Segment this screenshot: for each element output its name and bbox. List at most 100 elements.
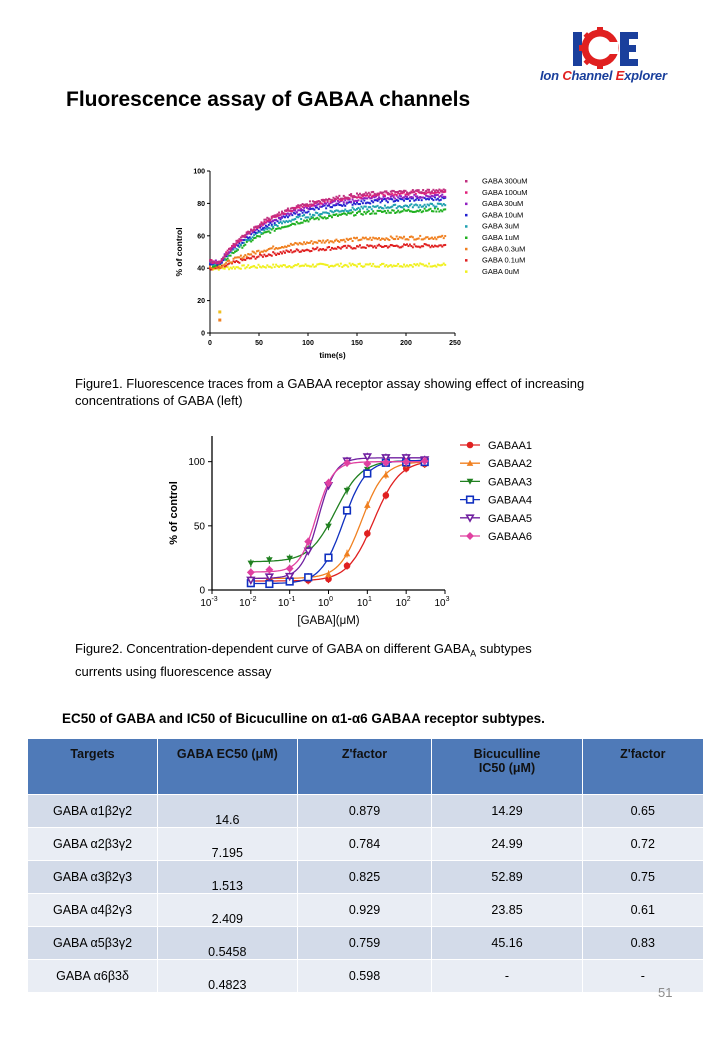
trace-point	[348, 197, 351, 200]
trace-point	[388, 264, 391, 267]
trace-point	[405, 204, 408, 207]
trace-point	[263, 231, 266, 234]
trace-point	[228, 262, 231, 265]
trace-point	[354, 203, 357, 206]
trace-point	[213, 260, 216, 263]
trace-point	[226, 266, 229, 269]
trace-point	[397, 196, 400, 199]
trace-point	[298, 204, 301, 207]
trace-point	[366, 194, 369, 197]
trace-point	[300, 250, 303, 253]
trace-point	[335, 195, 338, 198]
trace-point	[272, 219, 275, 222]
trace-point	[441, 189, 444, 192]
trace-point	[441, 210, 444, 213]
x-tick-base: 10	[239, 598, 251, 609]
table-header-row: Targets GABA EC50 (μM) Z'factor Bicucull…	[28, 739, 705, 795]
trace-point	[320, 216, 323, 219]
trace-point	[239, 236, 242, 239]
legend-marker	[465, 495, 475, 504]
legend-marker	[465, 180, 468, 183]
trace-point	[283, 251, 286, 254]
trace-point	[441, 245, 444, 248]
trace-point	[347, 265, 350, 268]
trace-point	[333, 204, 336, 207]
trace-point	[356, 196, 358, 199]
trace-point	[360, 246, 363, 249]
trace-point	[213, 261, 216, 264]
trace-point	[275, 215, 278, 218]
trace-point	[441, 196, 444, 199]
trace-point	[439, 264, 442, 267]
trace-point	[322, 211, 325, 214]
trace-point	[357, 263, 360, 266]
trace-point	[432, 195, 435, 198]
trace-point	[351, 195, 354, 198]
trace-point	[438, 235, 441, 238]
trace-point	[288, 224, 291, 227]
trace-point	[323, 211, 326, 214]
trace-point	[292, 250, 295, 253]
trace-point	[350, 200, 353, 203]
trace-point	[363, 265, 366, 268]
trace-point	[410, 197, 413, 200]
header-bicuculline: Bicuculline	[473, 747, 541, 761]
trace-point	[260, 222, 263, 225]
trace-point	[438, 191, 441, 194]
trace-point	[344, 204, 347, 207]
trace-point	[317, 239, 320, 242]
trace-point	[313, 204, 316, 207]
trace-point	[281, 210, 284, 213]
trace-point	[366, 263, 369, 266]
trace-point	[391, 265, 394, 268]
trace-point	[438, 210, 441, 213]
trace-point	[285, 214, 288, 217]
trace-point	[395, 191, 398, 194]
trace-point	[316, 201, 319, 204]
trace-point	[436, 245, 439, 248]
trace-point	[316, 212, 319, 215]
figure2-caption: Figure2. Concentration-dependent curve o…	[75, 640, 615, 680]
trace-point	[436, 207, 439, 210]
trace-point	[413, 243, 416, 246]
trace-point	[269, 247, 272, 250]
cell-zfactor-1: 0.879	[297, 794, 433, 828]
trace-point	[282, 264, 285, 267]
trace-point	[229, 247, 232, 250]
trace-point	[301, 211, 304, 214]
trace-point	[297, 249, 300, 252]
trace-point	[344, 208, 347, 211]
trace-point	[288, 265, 291, 268]
trace-point	[348, 245, 351, 248]
trace-point	[444, 243, 447, 246]
trace-point	[385, 244, 388, 247]
trace-point	[229, 254, 232, 257]
trace-point	[370, 195, 373, 198]
trace-point	[306, 203, 309, 206]
trace-point	[232, 244, 235, 247]
trace-point	[314, 206, 317, 209]
legend-marker	[466, 441, 474, 449]
trace-point	[435, 265, 438, 268]
trace-point	[383, 204, 386, 207]
trace-point	[254, 252, 257, 255]
trace-point	[422, 196, 425, 199]
trace-point	[283, 225, 286, 228]
trace-point	[281, 212, 284, 215]
trace-point	[279, 218, 282, 221]
trace-point	[403, 263, 406, 266]
trace-point	[388, 206, 391, 209]
data-point	[364, 530, 371, 537]
trace-point	[373, 237, 376, 240]
data-point	[325, 575, 332, 583]
trace-point	[298, 209, 301, 212]
trace-point	[404, 197, 407, 200]
trace-point	[326, 204, 329, 207]
trace-point	[217, 266, 220, 269]
trace-point	[364, 246, 367, 249]
y-tick-label: 100	[188, 457, 205, 468]
table-row: GABA α6β3δ 0.4823 0.598- -	[28, 959, 705, 992]
trace-point	[441, 190, 444, 193]
trace-point	[236, 266, 239, 269]
x-tick-exponent: -1	[289, 596, 295, 603]
